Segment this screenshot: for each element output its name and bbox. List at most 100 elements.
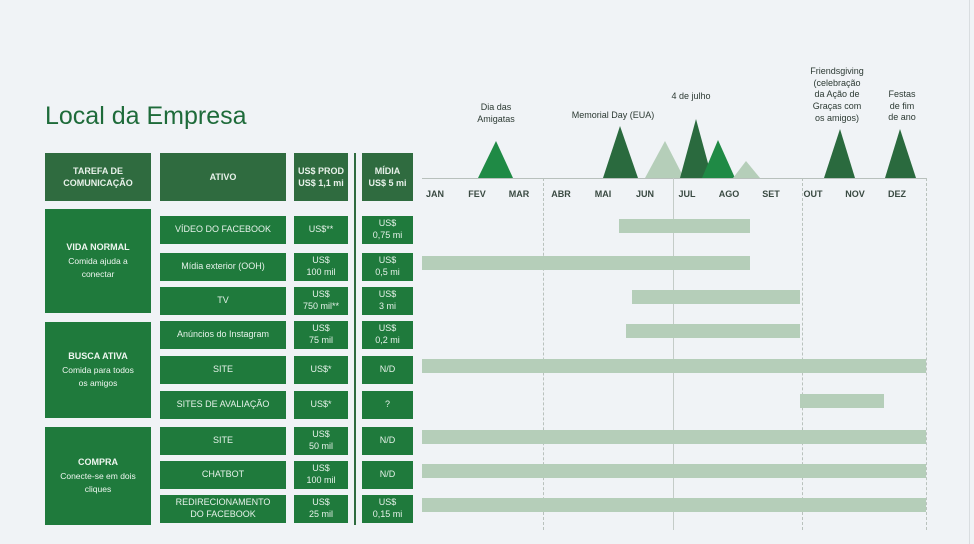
quarter-divider: [802, 178, 803, 530]
timeline-bar: [422, 256, 750, 270]
asset-cell-text: TV: [217, 295, 229, 306]
month-label: JAN: [425, 189, 444, 199]
media-budget-cell-text: US$ 0,5 mi: [375, 255, 400, 277]
asset-cell: CHATBOT: [160, 461, 286, 489]
media-budget-cell-text: N/D: [379, 469, 396, 480]
peak-festas: [885, 129, 916, 178]
header-task-label: TAREFA DE COMUNICAÇÃO: [63, 165, 133, 188]
prod-budget-cell: US$ 100 mil: [294, 253, 348, 281]
asset-cell-text: Mídia exterior (OOH): [181, 261, 265, 272]
media-budget-cell-text: US$ 3 mi: [378, 289, 397, 311]
peak-june: [645, 141, 684, 178]
month-label: JUL: [678, 189, 696, 199]
event-amigatas: Dia das Amigatas: [477, 102, 515, 124]
prod-budget-cell-text: US$*: [310, 364, 332, 375]
page-title: Local da Empresa: [45, 102, 247, 130]
month-label: AGO: [718, 189, 740, 199]
task-description: Conecte-se em dois cliques: [60, 471, 136, 494]
task-vida-normal: VIDA NORMAL Comida ajuda a conectar: [45, 209, 151, 313]
page-edge-rule: [969, 0, 970, 544]
asset-cell: VÍDEO DO FACEBOOK: [160, 216, 286, 244]
timeline-bar: [632, 290, 800, 304]
media-budget-cell: US$ 0,15 mi: [362, 495, 413, 523]
asset-cell: REDIRECIONAMENTO DO FACEBOOK: [160, 495, 286, 523]
prod-budget-cell-text: US$ 750 mil**: [302, 289, 340, 311]
prod-budget-cell: US$ 750 mil**: [294, 287, 348, 315]
timeline-end-line: [926, 178, 927, 530]
timeline-bar: [422, 464, 926, 478]
timeline-axis: [422, 178, 926, 179]
asset-cell-text: Anúncios do Instagram: [176, 329, 270, 340]
prod-budget-cell: US$**: [294, 216, 348, 244]
timeline-bar: [800, 394, 884, 408]
month-label: NOV: [845, 189, 865, 199]
event-july-4: 4 de julho: [671, 91, 711, 101]
prod-budget-cell-text: US$ 25 mil: [308, 497, 333, 519]
quarter-divider: [543, 178, 544, 530]
header-prod-label: US$ PROD US$ 1,1 mi: [297, 165, 344, 188]
task-description: Comida para todos os amigos: [62, 365, 134, 388]
asset-cell: SITES DE AVALIAÇÃO: [160, 391, 286, 419]
header-media-budget: MÍDIA US$ 5 mi: [362, 153, 413, 201]
asset-cell: SITE: [160, 356, 286, 384]
event-peaks: [478, 119, 916, 178]
prod-budget-cell-text: US$ 75 mil: [308, 323, 333, 345]
peak-august: [733, 161, 760, 178]
event-festas: Festas de fim de ano: [888, 89, 916, 123]
event-memorial-day: Memorial Day (EUA): [571, 110, 655, 120]
task-name: VIDA NORMAL: [66, 242, 130, 253]
month-label: DEZ: [888, 189, 906, 199]
media-budget-cell: N/D: [362, 461, 413, 489]
prod-budget-cell-text: US$ 50 mil: [308, 429, 333, 451]
month-label: JUN: [635, 189, 654, 199]
task-compra: COMPRA Conecte-se em dois cliques: [45, 427, 151, 525]
asset-cell-text: SITE: [212, 435, 233, 446]
prod-budget-cell: US$*: [294, 391, 348, 419]
prod-budget-cell: US$ 100 mil: [294, 461, 348, 489]
month-label: ABR: [551, 189, 571, 199]
media-budget-cell-text: US$ 0,15 mi: [372, 497, 403, 519]
media-budget-cell-text: N/D: [379, 364, 396, 375]
month-label: FEV: [468, 189, 486, 199]
asset-cell: Mídia exterior (OOH): [160, 253, 286, 281]
asset-cell-text: CHATBOT: [201, 469, 245, 480]
task-description: Comida ajuda a conectar: [68, 256, 128, 279]
timeline-bar: [422, 430, 926, 444]
month-label: OUT: [803, 189, 823, 199]
media-budget-cell: US$ 0,75 mi: [362, 216, 413, 244]
media-budget-cell-text: US$ 0,2 mi: [375, 323, 400, 345]
peak-amigatas: [478, 141, 513, 178]
peak-memorial-day: [603, 126, 638, 178]
asset-cell: TV: [160, 287, 286, 315]
prod-budget-cell: US$ 25 mil: [294, 495, 348, 523]
timeline-bar: [625, 324, 800, 338]
media-budget-cell: ?: [362, 391, 413, 419]
prod-budget-cell: US$*: [294, 356, 348, 384]
timeline-bar: [422, 359, 926, 373]
media-budget-cell: US$ 0,2 mi: [362, 321, 413, 349]
media-budget-cell-text: ?: [384, 399, 390, 410]
asset-cell-text: VÍDEO DO FACEBOOK: [174, 224, 272, 235]
timeline-bar: [422, 498, 926, 512]
prod-budget-cell-text: US$**: [308, 224, 334, 235]
task-busca-ativa: BUSCA ATIVA Comida para todos os amigos: [45, 322, 151, 418]
peak-friendsgiving: [824, 129, 855, 178]
media-budget-cell: US$ 0,5 mi: [362, 253, 413, 281]
prod-budget-cell: US$ 75 mil: [294, 321, 348, 349]
header-prod-budget: US$ PROD US$ 1,1 mi: [294, 153, 348, 201]
prod-budget-cell-text: US$ 100 mil: [306, 463, 336, 485]
prod-budget-cell-text: US$ 100 mil: [306, 255, 336, 277]
timeline-bar: [619, 219, 750, 233]
peak-july-4: [680, 119, 712, 178]
peak-july: [702, 140, 735, 178]
media-budget-cell: N/D: [362, 427, 413, 455]
asset-cell: SITE: [160, 427, 286, 455]
header-media-label: MÍDIA US$ 5 mi: [368, 165, 407, 188]
media-budget-cell-text: N/D: [379, 435, 396, 446]
asset-cell-text: SITE: [212, 364, 233, 375]
prod-budget-cell: US$ 50 mil: [294, 427, 348, 455]
header-asset: ATIVO: [160, 153, 286, 201]
task-name: COMPRA: [78, 457, 118, 468]
header-asset-label: ATIVO: [209, 171, 237, 182]
media-budget-cell-text: US$ 0,75 mi: [372, 218, 403, 240]
